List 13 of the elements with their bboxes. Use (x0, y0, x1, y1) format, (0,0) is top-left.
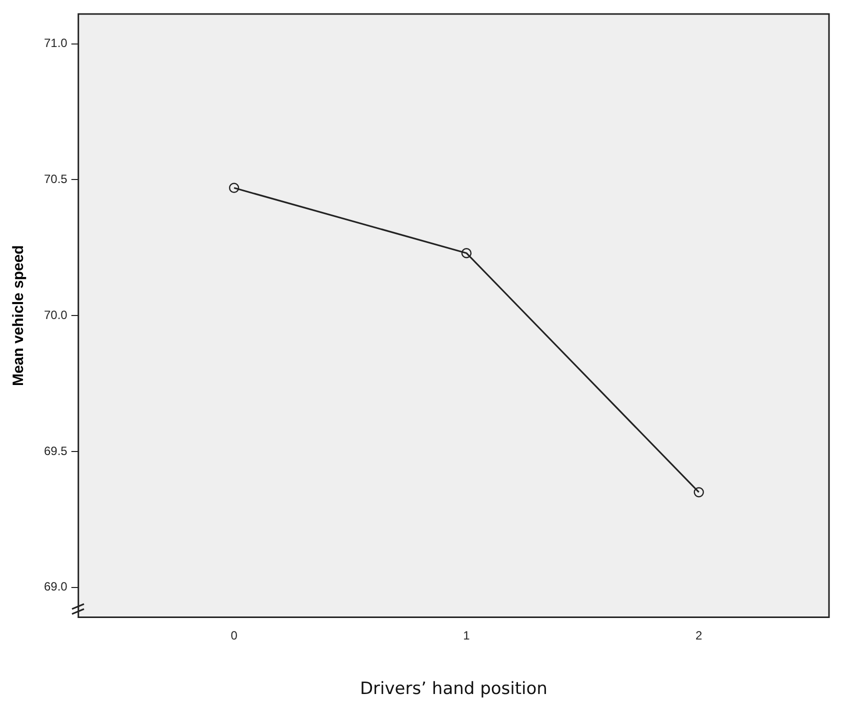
y-tick-label: 71.0 (44, 36, 68, 50)
x-axis-title: Drivers’ hand position (360, 679, 548, 700)
y-tick-label: 70.0 (44, 308, 68, 322)
y-tick-label: 69.5 (44, 444, 68, 458)
point (228, 182, 240, 193)
y-axis-title: Mean vehicle speed (10, 245, 28, 386)
y-tick-label: 69.0 (44, 580, 68, 594)
x-tick-label: 2 (696, 628, 703, 643)
x-tick-label: 1 (463, 628, 470, 643)
point (694, 487, 704, 498)
x-tick-label: 0 (230, 628, 238, 643)
point (461, 248, 472, 258)
y-tick-label: 70.5 (44, 172, 68, 186)
